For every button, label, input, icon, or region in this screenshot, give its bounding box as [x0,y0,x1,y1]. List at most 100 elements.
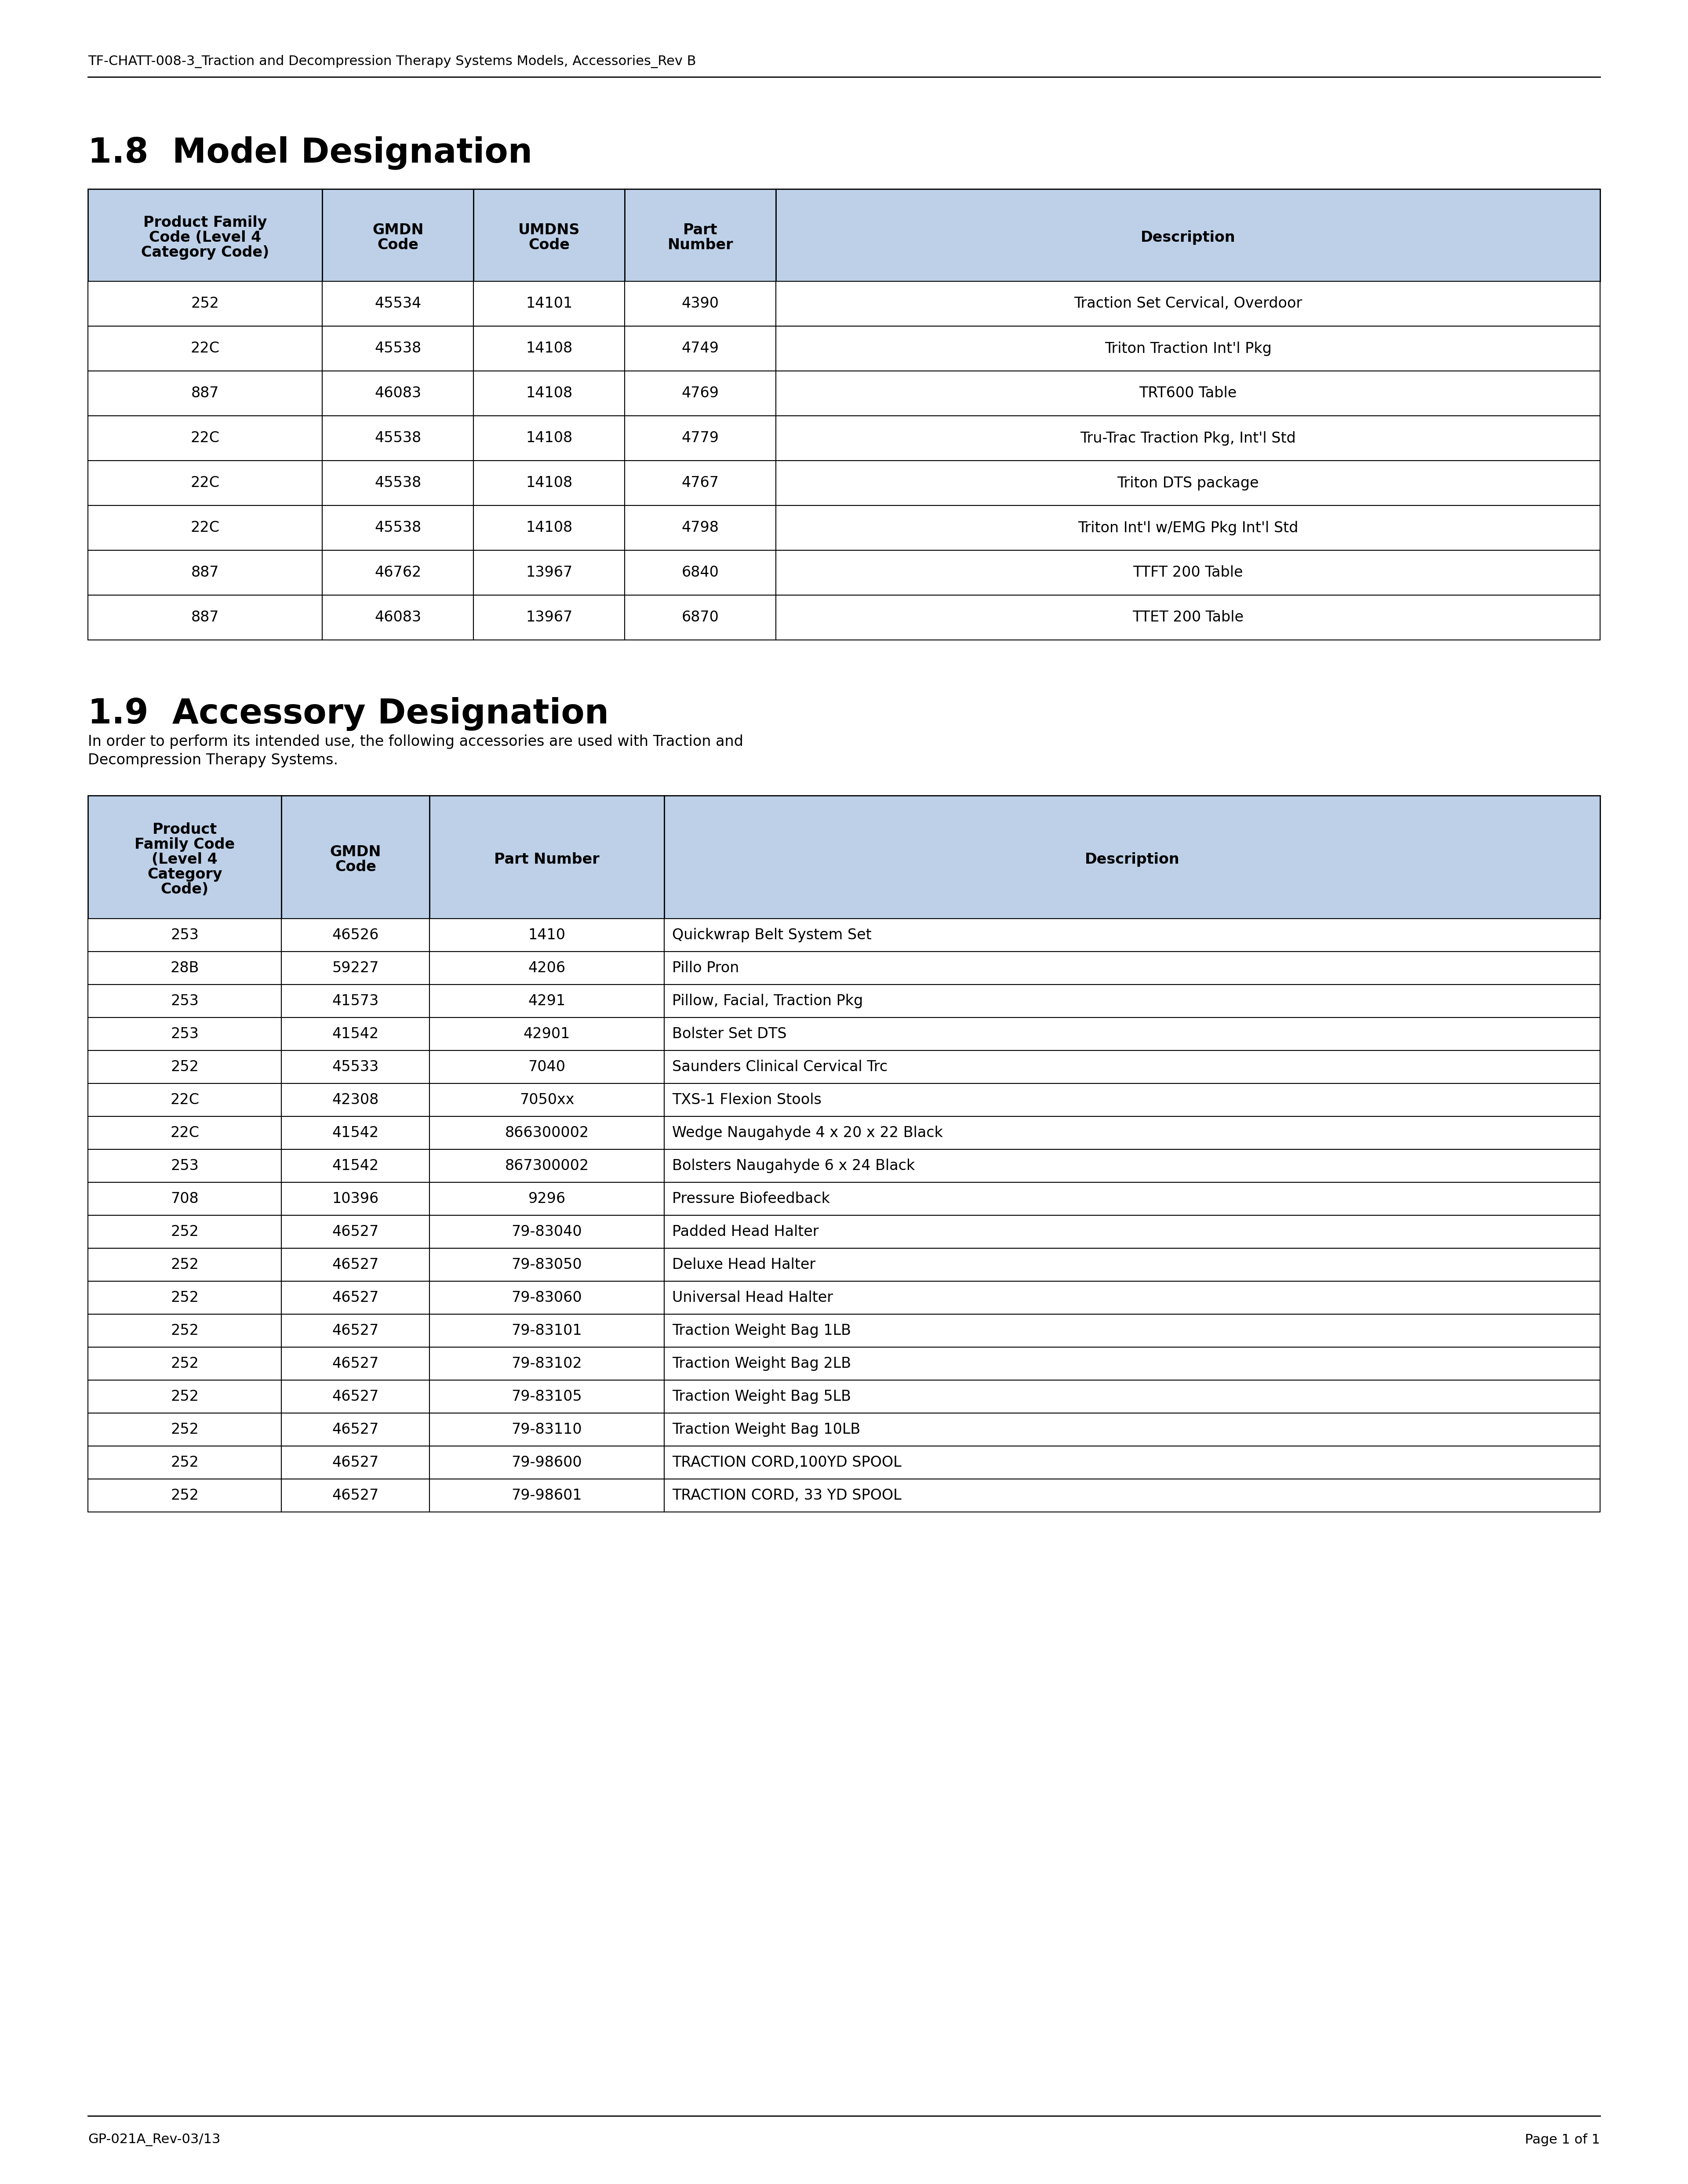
Bar [322,550,474,594]
Text: Part Number: Part Number [495,852,599,867]
Bar [663,952,1600,985]
Bar [88,1282,282,1315]
Bar [474,550,625,594]
Text: 4206: 4206 [528,961,565,976]
Bar [282,985,430,1018]
Bar [474,415,625,461]
Text: 59227: 59227 [333,961,380,976]
Text: Product: Product [152,823,218,836]
Bar [88,594,322,640]
Text: 45538: 45538 [375,520,422,535]
Text: Triton Traction Int'l Pkg: Triton Traction Int'l Pkg [1104,341,1271,356]
Text: 887: 887 [191,609,219,625]
Text: 253: 253 [170,1158,199,1173]
Text: 252: 252 [170,1487,199,1503]
Text: Pillo Pron: Pillo Pron [672,961,739,976]
Text: Bolsters Naugahyde 6 x 24 Black: Bolsters Naugahyde 6 x 24 Black [672,1158,915,1173]
Bar [776,282,1600,325]
Bar [625,461,776,505]
Bar [88,282,322,325]
Bar [88,190,322,282]
Bar [430,1116,663,1149]
Bar [282,1149,430,1182]
Bar [88,952,282,985]
Bar [430,1051,663,1083]
Text: Tru-Trac Traction Pkg, Int'l Std: Tru-Trac Traction Pkg, Int'l Std [1080,430,1296,446]
Text: Code (Level 4: Code (Level 4 [149,229,262,245]
Bar [88,1214,282,1249]
Text: 9296: 9296 [528,1192,565,1206]
Text: Number: Number [667,238,733,253]
Bar [625,415,776,461]
Text: 79-83060: 79-83060 [511,1291,582,1306]
Text: 13967: 13967 [525,609,572,625]
Bar [88,919,282,952]
Text: 41542: 41542 [333,1125,378,1140]
Text: 1410: 1410 [528,928,565,941]
Text: GMDN: GMDN [329,845,381,858]
Text: 46527: 46527 [333,1389,378,1404]
Text: 41542: 41542 [333,1026,378,1042]
Text: 6870: 6870 [682,609,719,625]
Bar [776,594,1600,640]
Bar [282,1446,430,1479]
Text: 46527: 46527 [333,1225,378,1238]
Bar [282,952,430,985]
Text: Traction Weight Bag 2LB: Traction Weight Bag 2LB [672,1356,851,1372]
Text: 79-83110: 79-83110 [511,1422,582,1437]
Bar [282,1413,430,1446]
Bar [282,1249,430,1282]
Text: TRACTION CORD,100YD SPOOL: TRACTION CORD,100YD SPOOL [672,1455,901,1470]
Bar [88,1380,282,1413]
Text: 7040: 7040 [528,1059,565,1075]
Text: 4798: 4798 [682,520,719,535]
Text: 46527: 46527 [333,1487,378,1503]
Bar [322,371,474,415]
Bar [88,1413,282,1446]
Text: 45538: 45538 [375,341,422,356]
Bar [663,1380,1600,1413]
Bar [88,1051,282,1083]
Text: 4779: 4779 [682,430,719,446]
Bar [663,1214,1600,1249]
Bar [430,1083,663,1116]
Bar [663,1315,1600,1348]
Text: 10396: 10396 [333,1192,378,1206]
Text: Code): Code) [160,882,209,898]
Text: 46527: 46527 [333,1455,378,1470]
Text: 22C: 22C [191,476,219,489]
Bar [474,371,625,415]
Bar [776,505,1600,550]
Text: (Level 4: (Level 4 [152,852,218,867]
Text: 4390: 4390 [682,297,719,310]
Text: 252: 252 [191,297,219,310]
Bar [88,1149,282,1182]
Bar [430,985,663,1018]
Bar [474,461,625,505]
Text: 79-83105: 79-83105 [511,1389,582,1404]
Bar [663,919,1600,952]
Bar [282,1315,430,1348]
Text: GMDN: GMDN [373,223,424,238]
Text: 252: 252 [170,1225,199,1238]
Bar [430,1479,663,1511]
Text: UMDNS: UMDNS [518,223,581,238]
Bar [776,415,1600,461]
Text: 79-83102: 79-83102 [511,1356,582,1372]
Text: 46526: 46526 [333,928,378,941]
Text: 79-83040: 79-83040 [511,1225,582,1238]
Bar [776,550,1600,594]
Text: Wedge Naugahyde 4 x 20 x 22 Black: Wedge Naugahyde 4 x 20 x 22 Black [672,1125,942,1140]
Bar [776,190,1600,282]
Bar [430,1149,663,1182]
Text: 41573: 41573 [333,994,378,1009]
Text: Family Code: Family Code [135,836,235,852]
Bar [282,795,430,919]
Text: Pillow, Facial, Traction Pkg: Pillow, Facial, Traction Pkg [672,994,863,1009]
Text: 45538: 45538 [375,476,422,489]
Bar [663,1249,1600,1282]
Bar [88,461,322,505]
Text: 79-83050: 79-83050 [511,1258,582,1271]
Text: 867300002: 867300002 [505,1158,589,1173]
Text: 252: 252 [170,1422,199,1437]
